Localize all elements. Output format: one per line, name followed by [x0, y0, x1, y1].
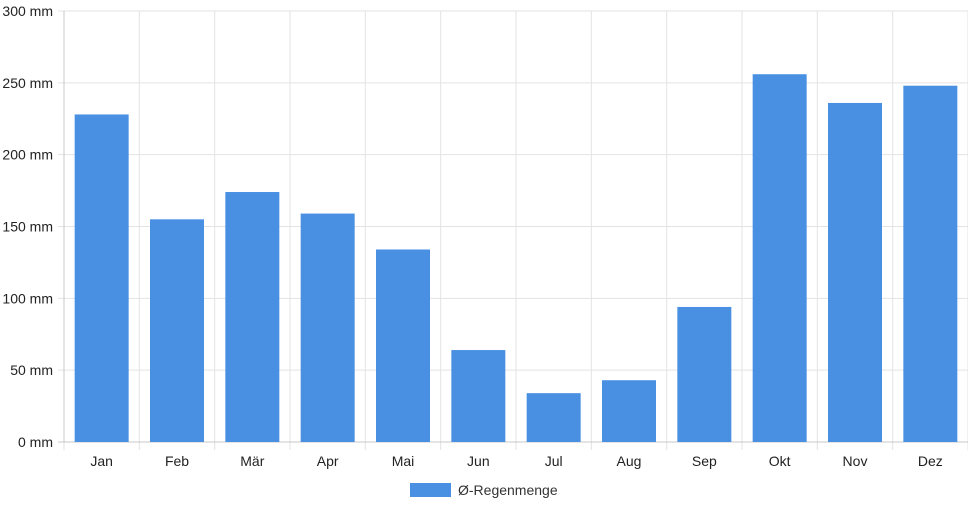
bar-nov[interactable]	[828, 102, 882, 443]
x-tick-labels: Jan Feb Mär Apr Mai Jun Jul Aug Sep Okt Nov Dez	[90, 453, 942, 469]
bar-mär[interactable]	[225, 192, 280, 442]
x-tick-label: Okt	[769, 453, 791, 469]
bar-okt[interactable]	[752, 74, 807, 443]
x-tick-label: Apr	[317, 453, 339, 469]
legend-label[interactable]: Ø-Regenmenge	[458, 482, 558, 498]
grid-lines	[58, 10, 968, 450]
x-tick-label: Aug	[617, 453, 642, 469]
y-tick-label: 100 mm	[2, 290, 53, 306]
bar-series	[74, 74, 958, 443]
y-tick-label: 300 mm	[2, 3, 53, 19]
x-tick-label: Jan	[90, 453, 113, 469]
bar-mai[interactable]	[376, 249, 430, 442]
y-tick-label: 200 mm	[2, 147, 53, 163]
bar-feb[interactable]	[150, 219, 204, 442]
y-tick-labels: 0 mm 50 mm 100 mm 150 mm 200 mm 250 mm 300 mm	[2, 3, 53, 450]
y-tick-label: 50 mm	[10, 362, 53, 378]
bar-jul[interactable]	[526, 393, 581, 442]
x-tick-label: Feb	[165, 453, 189, 469]
x-tick-label: Nov	[843, 453, 868, 469]
x-tick-label: Dez	[918, 453, 943, 469]
legend[interactable]: Ø-Regenmenge	[410, 482, 558, 498]
bar-apr[interactable]	[300, 213, 355, 442]
bar-dez[interactable]	[903, 85, 958, 442]
y-tick-label: 250 mm	[2, 75, 53, 91]
x-tick-label: Mär	[240, 453, 264, 469]
legend-swatch[interactable]	[410, 483, 451, 497]
bar-sep[interactable]	[677, 306, 732, 442]
bar-aug[interactable]	[602, 380, 656, 442]
x-tick-label: Jul	[545, 453, 563, 469]
y-tick-label: 150 mm	[2, 219, 53, 235]
axes	[58, 11, 968, 443]
bar-jan[interactable]	[74, 114, 129, 442]
x-tick-label: Mai	[392, 453, 415, 469]
bar-jun[interactable]	[451, 350, 506, 442]
y-tick-label: 0 mm	[18, 434, 53, 450]
x-tick-label: Jun	[467, 453, 490, 469]
x-tick-label: Sep	[692, 453, 717, 469]
